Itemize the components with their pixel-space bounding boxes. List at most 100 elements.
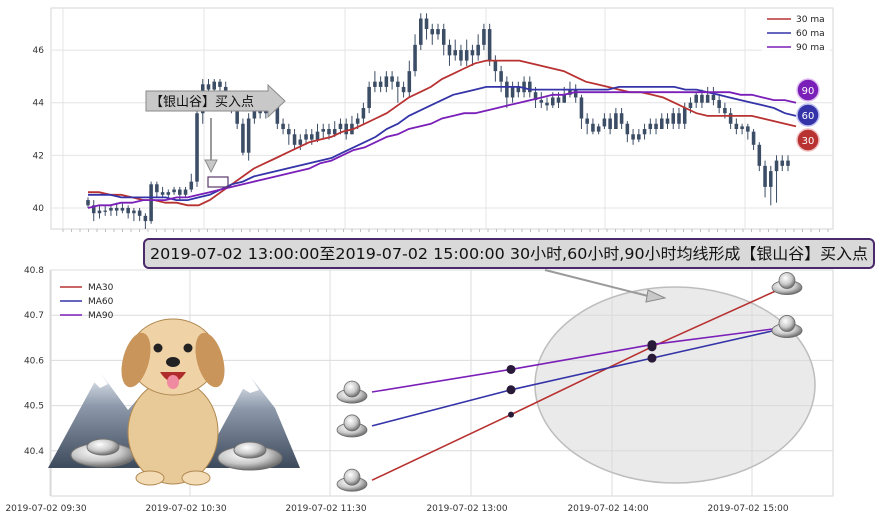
candle-body (109, 207, 113, 211)
candle-body (373, 81, 377, 87)
badge-60-label: 60 (802, 111, 815, 122)
bottom-ma-lines (371, 282, 793, 481)
candle-body (625, 123, 630, 135)
candle-body (367, 86, 371, 108)
candle-body (728, 113, 733, 124)
candle-body (723, 107, 727, 114)
candle-body (298, 139, 303, 145)
candle-body (482, 29, 486, 45)
candle-body (166, 192, 171, 195)
candle-body (332, 129, 337, 135)
banner-pointer-arrowhead (645, 289, 667, 303)
candle-body (315, 131, 320, 140)
bottom-marker-ma90 (647, 340, 657, 350)
candle-body (160, 192, 165, 195)
candle-body (396, 81, 400, 87)
silver-ingot-icon (336, 468, 368, 492)
candle-body (665, 118, 670, 124)
top-line-ma30 (88, 59, 797, 207)
candle-body (648, 123, 653, 130)
candle-body (321, 129, 326, 132)
silver-ingot-icon (336, 380, 368, 404)
candle-body (218, 81, 222, 87)
legend-label-ma30: MA30 (88, 283, 114, 293)
candle-body (659, 118, 664, 130)
bottom-x-tick-label: 2019-07-02 14:00 (567, 504, 648, 514)
callout-arrow (145, 83, 286, 119)
candle-body (774, 160, 779, 172)
candle-body (614, 113, 618, 130)
candle-body (510, 86, 515, 98)
candle-body (499, 71, 503, 82)
candle-body (688, 102, 693, 108)
silver-ingot-top (778, 315, 796, 332)
bottom-marker-ma30 (508, 411, 514, 418)
top-y-tick-label: 44 (33, 99, 45, 109)
candle-body (539, 100, 544, 103)
top-y-tick-label: 40 (33, 204, 45, 214)
silver-ingot-icon (771, 272, 803, 295)
candle-body (183, 189, 188, 195)
bottom-marker-ma60 (647, 353, 657, 363)
candle-body (585, 118, 589, 124)
decorative-illustration (48, 318, 300, 486)
legend-label-90ma: 90 ma (796, 43, 825, 53)
candle-body (596, 126, 601, 132)
candle-body (711, 94, 716, 101)
candle-body (103, 210, 107, 212)
silver-ingot-right-top-icon (233, 441, 267, 459)
candle-body (384, 76, 389, 87)
candle-body (195, 113, 199, 182)
candle-body (287, 129, 291, 135)
top-y-tick-label: 42 (33, 151, 44, 161)
top-line-ma60 (88, 86, 797, 202)
candle-body (786, 160, 790, 166)
candle-body (252, 107, 257, 119)
candle-body (550, 97, 555, 106)
bottom-y-tick-label: 40.6 (24, 356, 44, 366)
candle-body (149, 184, 153, 222)
candle-body (734, 123, 739, 130)
candle-body (677, 113, 681, 124)
top-legend: 30 ma 60 ma 90 ma (762, 12, 830, 56)
candle-body (568, 89, 572, 95)
bottom-y-tick-label: 40.5 (24, 402, 44, 412)
candle-body (91, 205, 96, 214)
bottom-y-tick-label: 40.8 (24, 266, 44, 276)
candle-body (292, 134, 297, 145)
candle-body (309, 134, 314, 140)
candle-body (430, 29, 435, 35)
candle-body (746, 126, 750, 132)
candle-body (769, 171, 773, 187)
candle-body (275, 105, 280, 124)
candle-body (476, 44, 480, 56)
candle-body (453, 50, 457, 56)
candle-body (137, 210, 142, 216)
bottom-line-ma60 (371, 325, 793, 427)
bottom-marker-ma60 (506, 385, 516, 395)
bottom-chart-panel: 40.440.540.640.740.8 2019-07-02 09:30 201… (5, 266, 834, 514)
legend-label-60ma: 60 ma (796, 29, 825, 39)
candle-body (751, 131, 756, 145)
candle-body (86, 200, 90, 206)
candle-body (717, 100, 721, 108)
candle-body (637, 134, 641, 140)
candle-body (378, 81, 383, 87)
silver-ingot-top (343, 380, 361, 398)
silver-ingot-icon (771, 315, 803, 338)
silver-ingot-top (778, 272, 796, 289)
candle-body (126, 207, 130, 214)
candle-body (436, 29, 440, 35)
highlight-ellipse (534, 286, 816, 484)
silver-ingot-top (343, 414, 361, 432)
candle-body (355, 118, 360, 124)
candle-body (694, 94, 698, 103)
snowcap-right-icon (242, 376, 259, 393)
candle-body (447, 44, 452, 56)
candle-body (579, 97, 584, 119)
candle-body (780, 160, 785, 166)
candle-body (235, 107, 239, 124)
candle-body (631, 134, 635, 140)
candle-body (619, 113, 624, 124)
candle-body (470, 50, 475, 56)
